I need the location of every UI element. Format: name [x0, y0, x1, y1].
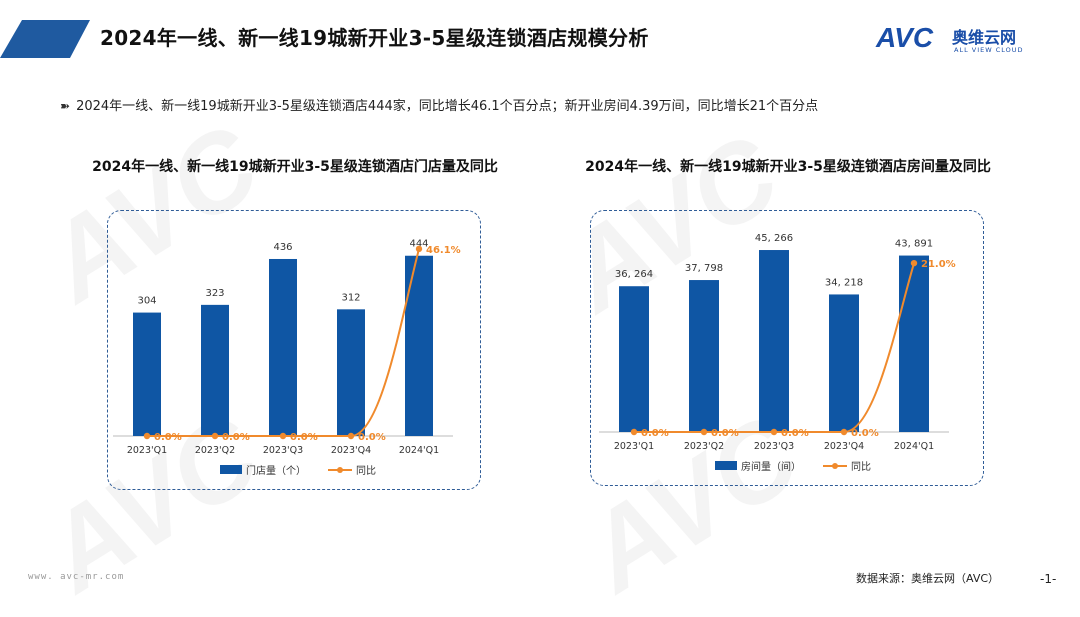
x-tick-label: 2024'Q1	[894, 441, 934, 452]
page-number: -1-	[1040, 572, 1057, 586]
yoy-value-label: 46.1%	[426, 245, 461, 256]
legend-line-label: 同比	[851, 461, 871, 473]
legend-bar-label: 房间量（间）	[741, 460, 801, 473]
legend-bar-label: 门店量（个）	[246, 464, 306, 477]
yoy-value-label: 0.0%	[290, 432, 318, 443]
yoy-point	[347, 432, 355, 440]
bar	[337, 309, 365, 436]
x-tick-label: 2023'Q3	[754, 441, 794, 452]
yoy-point	[770, 428, 778, 436]
bar	[759, 250, 789, 432]
yoy-point	[143, 432, 151, 440]
legend-bar-swatch	[220, 465, 242, 474]
chart-title-stores: 2024年一线、新一线19城新开业3-5星级连锁酒店门店量及同比	[92, 159, 498, 175]
chart-rooms: 36, 264 2023'Q1 37, 798 2023'Q2 45, 266 2023'…	[599, 233, 956, 473]
yoy-value-label: 0.0%	[781, 428, 809, 439]
legend-line-marker	[832, 463, 838, 469]
bar	[829, 294, 859, 432]
bar	[619, 286, 649, 432]
bar-value-label: 323	[205, 288, 224, 299]
legend-bar-swatch	[715, 461, 737, 470]
data-source: 数据来源：奥维云网（AVC）	[856, 572, 1000, 585]
x-tick-label: 2023'Q2	[195, 445, 235, 456]
chart-frame-rooms	[590, 210, 984, 486]
chart-stores: 304 2023'Q1 323 2023'Q2 436 2023'Q3 312 2023'Q4…	[113, 239, 461, 477]
chart-title-rooms: 2024年一线、新一线19城新开业3-5星级连锁酒店房间量及同比	[585, 159, 991, 175]
page-title: 2024年一线、新一线19城新开业3-5星级连锁酒店规模分析	[100, 26, 649, 50]
yoy-value-label: 0.0%	[711, 428, 739, 439]
title-banner	[0, 20, 90, 58]
yoy-point	[630, 428, 638, 436]
chart-frame-stores	[107, 210, 481, 490]
website-url: www. avc-mr.com	[28, 572, 125, 582]
x-tick-label: 2023'Q1	[614, 441, 654, 452]
yoy-point	[211, 432, 219, 440]
bar-value-label: 36, 264	[615, 269, 653, 280]
logo-en: ALL VIEW CLOUD	[954, 46, 1024, 54]
avc-logo: AVC 奥维云网 ALL VIEW CLOUD	[876, 20, 1056, 60]
x-tick-label: 2023'Q4	[331, 445, 371, 456]
bar-value-label: 312	[341, 292, 360, 303]
bar	[899, 255, 929, 432]
x-tick-label: 2023'Q1	[127, 445, 167, 456]
yoy-value-label: 21.0%	[921, 259, 956, 270]
bar-value-label: 444	[409, 239, 428, 250]
yoy-value-label: 0.0%	[641, 428, 669, 439]
legend-line-marker	[337, 467, 343, 473]
yoy-point	[279, 432, 287, 440]
bar-value-label: 436	[273, 242, 292, 253]
bar	[201, 304, 229, 436]
bar-value-label: 37, 798	[685, 263, 723, 274]
legend-line-label: 同比	[356, 465, 376, 477]
yoy-point	[415, 245, 423, 253]
summary-bullet: ➽ 2024年一线、新一线19城新开业3-5星级连锁酒店444家，同比增长46.1…	[60, 95, 818, 114]
logo-mark: AVC	[876, 22, 934, 53]
bar	[405, 255, 433, 436]
arrow-bullet-icon: ➽	[60, 99, 71, 113]
yoy-point	[910, 259, 918, 267]
bar	[269, 258, 297, 436]
yoy-value-label: 0.0%	[222, 432, 250, 443]
bar-value-label: 304	[137, 296, 156, 307]
bar	[689, 280, 719, 432]
summary-text: 2024年一线、新一线19城新开业3-5星级连锁酒店444家，同比增长46.1个…	[76, 99, 819, 114]
bar	[133, 312, 161, 436]
yoy-point	[840, 428, 848, 436]
bar-value-label: 43, 891	[895, 239, 933, 250]
yoy-value-label: 0.0%	[358, 432, 386, 443]
x-tick-label: 2023'Q4	[824, 441, 864, 452]
logo-cn: 奥维云网	[952, 28, 1017, 47]
x-tick-label: 2024'Q1	[399, 445, 439, 456]
bar-value-label: 45, 266	[755, 233, 793, 244]
bar-value-label: 34, 218	[825, 277, 863, 288]
yoy-point	[700, 428, 708, 436]
x-tick-label: 2023'Q3	[263, 445, 303, 456]
yoy-value-label: 0.0%	[851, 428, 879, 439]
yoy-value-label: 0.0%	[154, 432, 182, 443]
x-tick-label: 2023'Q2	[684, 441, 724, 452]
